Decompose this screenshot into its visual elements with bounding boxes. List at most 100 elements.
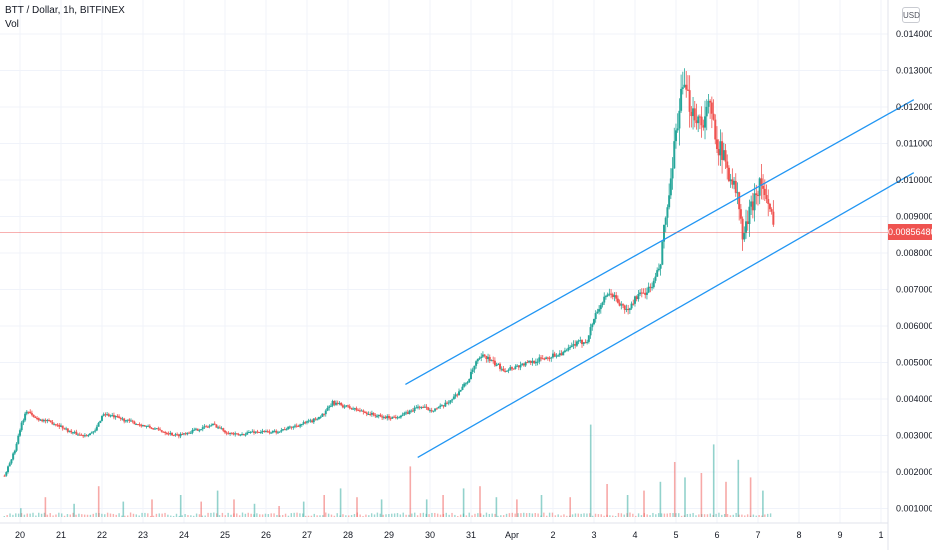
candle [601, 302, 604, 306]
candle [592, 319, 595, 325]
candle [189, 432, 192, 434]
volume-bar [416, 515, 419, 517]
volume-bar [758, 515, 760, 517]
volume-bar [38, 512, 40, 517]
volume-bar [442, 495, 444, 517]
volume-indicator-label[interactable]: Vol [5, 19, 19, 30]
candle [329, 405, 332, 407]
candle [343, 406, 346, 408]
volume-bar [161, 513, 163, 517]
candle [48, 420, 51, 422]
candle [387, 415, 390, 419]
volume-bar [474, 513, 476, 517]
candle [208, 425, 211, 427]
candle [188, 432, 191, 434]
currency-button[interactable]: USD [902, 7, 920, 23]
candle [536, 361, 539, 363]
volume-bar [135, 514, 138, 517]
candle [159, 429, 162, 431]
volume-bar [152, 515, 155, 517]
volume-bar [663, 513, 666, 517]
volume-bar [221, 512, 224, 517]
volume-bar [689, 513, 691, 517]
candle [32, 414, 35, 417]
volume-bar [273, 513, 275, 517]
candle [444, 402, 447, 407]
candle [126, 419, 129, 421]
candle [557, 355, 560, 357]
volume-bar [548, 512, 551, 517]
candle [731, 179, 734, 185]
candle [319, 416, 322, 418]
candle [618, 302, 621, 306]
volume-bar [138, 515, 140, 517]
candle [275, 430, 278, 433]
volume-bar [600, 514, 602, 517]
candle [143, 425, 146, 427]
candle [309, 420, 312, 422]
volume-bar [201, 515, 204, 517]
volume-bar [657, 513, 660, 517]
volume-bar [382, 514, 384, 517]
candle [435, 408, 438, 410]
volume-bar [327, 513, 330, 517]
volume-bar [511, 512, 513, 517]
candle [581, 340, 584, 345]
channel-lines[interactable] [0, 99, 915, 458]
volume-bar [236, 513, 238, 517]
candle [555, 355, 558, 357]
price-axis[interactable]: 0.01400000 0.01300000 0.01200000 0.01100000… [896, 29, 932, 514]
symbol-title[interactable]: BTT / Dollar, 1h, BITFINEX [5, 5, 125, 16]
candle [155, 428, 158, 430]
candle [763, 188, 766, 196]
candle [574, 344, 577, 346]
volume-bar [356, 497, 358, 517]
volume-bar [58, 512, 60, 517]
volume-bar [276, 514, 278, 517]
candle [645, 292, 648, 295]
candle [191, 429, 194, 433]
candle [487, 356, 490, 360]
candle [582, 342, 585, 345]
volume-bar [316, 515, 318, 517]
candle [422, 407, 425, 409]
volume-bar [89, 514, 92, 517]
candle [705, 106, 708, 117]
candle [41, 419, 44, 422]
volume-bar [678, 513, 680, 517]
volume-bar [589, 513, 591, 517]
price-tick-label: 0.00100000 [896, 504, 932, 514]
volume-bar [495, 497, 498, 517]
candle [92, 431, 95, 433]
candle [160, 430, 163, 432]
candle [623, 305, 626, 310]
volume-bar [86, 514, 89, 517]
candle [182, 433, 185, 435]
candle [15, 443, 18, 451]
volume-bar [712, 444, 715, 517]
volume-bar [606, 484, 608, 517]
candle [411, 410, 414, 412]
candle [141, 425, 144, 427]
candle [340, 403, 343, 406]
volume-bar [409, 466, 412, 517]
candle [42, 419, 45, 422]
candle [466, 382, 469, 384]
candle [521, 363, 524, 366]
volume-bar [448, 514, 450, 517]
candle [263, 430, 266, 432]
candle [114, 415, 117, 418]
price-tick-label: 0.01100000 [896, 139, 932, 149]
time-axis[interactable]: 20 21 22 23 24 25 26 27 28 29 30 31 Apr 2 3 4 5 6 7 8 9 1 [15, 530, 884, 540]
candle [24, 413, 27, 421]
candle [688, 90, 691, 112]
candle [768, 203, 771, 210]
volume-bar [278, 506, 280, 517]
volume-bar [709, 513, 712, 517]
candle [85, 435, 88, 437]
volume-bar [109, 513, 112, 517]
candle [54, 424, 57, 426]
volume-bar [6, 514, 8, 517]
